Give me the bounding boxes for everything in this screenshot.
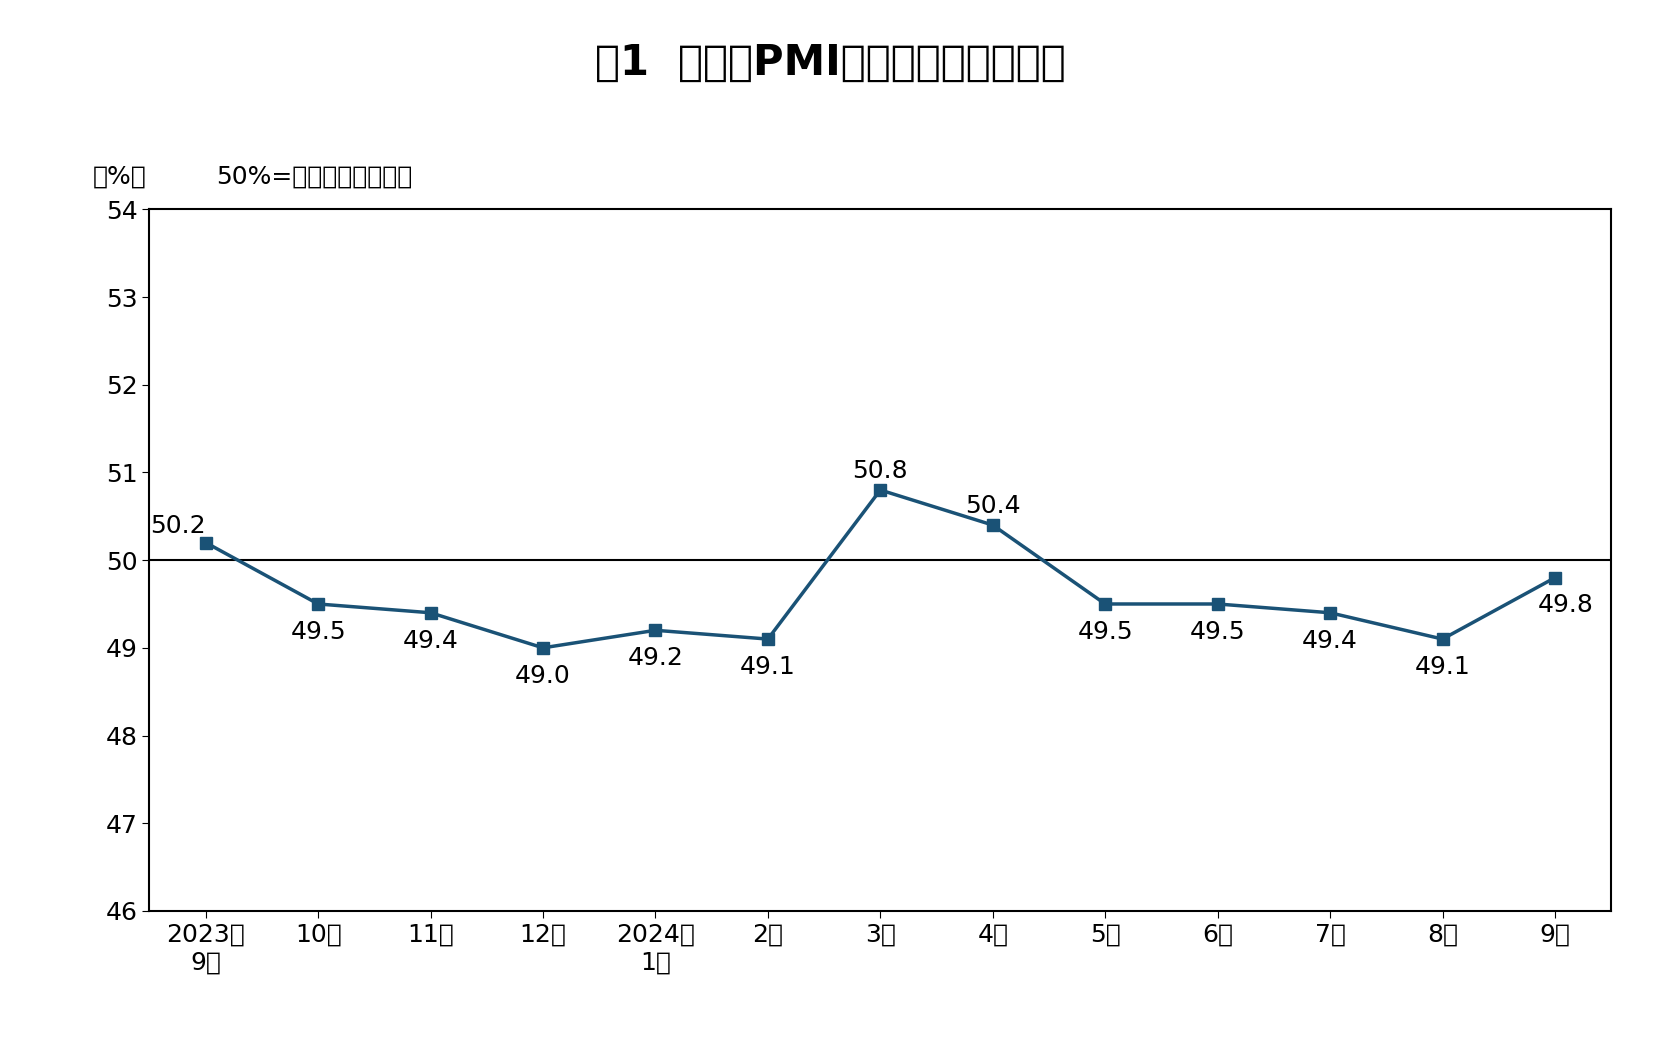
Text: （%）: （%） <box>93 164 146 188</box>
Text: 49.1: 49.1 <box>741 654 796 678</box>
Text: 49.5: 49.5 <box>291 620 345 644</box>
Text: 50%=与上月比较无变化: 50%=与上月比较无变化 <box>216 164 412 188</box>
Text: 图1  制造业PMI指数（经季节调整）: 图1 制造业PMI指数（经季节调整） <box>595 42 1066 84</box>
Text: 49.8: 49.8 <box>1538 594 1595 618</box>
Text: 50.4: 50.4 <box>965 493 1020 517</box>
Text: 50.8: 50.8 <box>852 459 909 483</box>
Text: 49.5: 49.5 <box>1078 620 1133 644</box>
Text: 50.2: 50.2 <box>149 514 206 538</box>
Text: 49.5: 49.5 <box>1189 620 1246 644</box>
Text: 49.4: 49.4 <box>402 628 458 652</box>
Text: 49.0: 49.0 <box>515 664 571 688</box>
Text: 49.2: 49.2 <box>628 646 683 670</box>
Text: 49.1: 49.1 <box>1415 654 1470 678</box>
Text: 49.4: 49.4 <box>1302 628 1359 652</box>
